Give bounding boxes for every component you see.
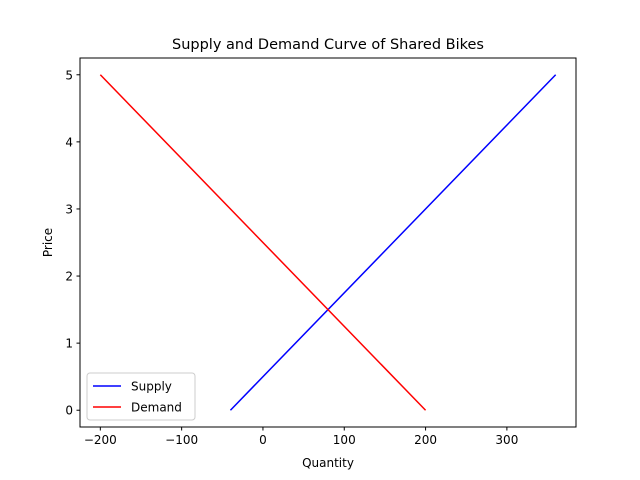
legend-label-supply: Supply	[131, 380, 172, 394]
y-tick-label: 2	[65, 270, 73, 284]
y-axis-label: Price	[41, 228, 55, 257]
y-tick-label: 0	[65, 404, 73, 418]
y-tick-label: 4	[65, 135, 73, 149]
x-tick-label: −100	[165, 433, 198, 447]
legend-label-demand: Demand	[131, 401, 182, 415]
y-tick-label: 3	[65, 202, 73, 216]
x-tick-label: 300	[495, 433, 518, 447]
supply-line	[229, 74, 557, 411]
legend: Supply Demand	[86, 372, 196, 421]
x-axis-label: Quantity	[302, 456, 354, 470]
y-tick-label: 5	[65, 68, 73, 82]
x-tick-label: 100	[333, 433, 356, 447]
x-tick-label: 0	[259, 433, 267, 447]
x-tick-label: −200	[84, 433, 117, 447]
plot-frame	[79, 57, 577, 428]
x-tick-label: 200	[414, 433, 437, 447]
demand-line	[99, 74, 427, 411]
chart-title: Supply and Demand Curve of Shared Bikes	[172, 37, 484, 53]
legend-box	[86, 372, 196, 421]
y-tick-label: 1	[65, 337, 73, 351]
plot-area	[99, 74, 557, 411]
axis-ticks: −200 −100 0 100 200 300 0 1 2 3 4 5	[65, 68, 518, 447]
